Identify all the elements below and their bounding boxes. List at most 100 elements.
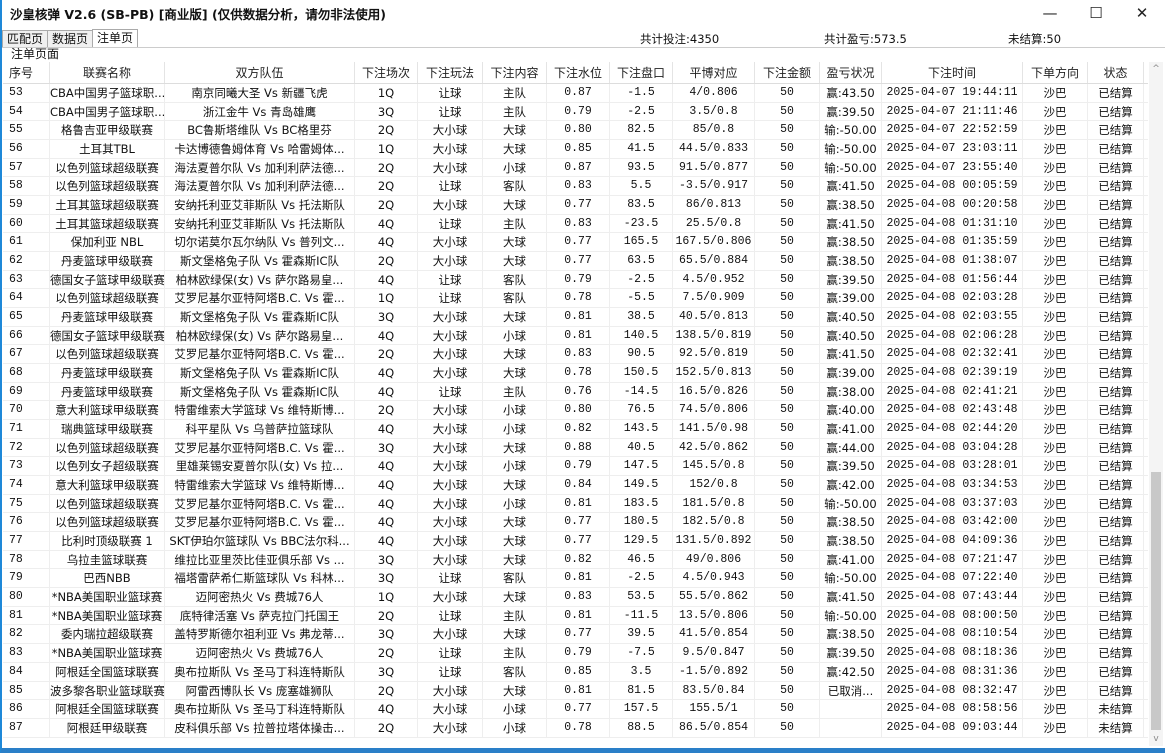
table-row[interactable]: 73 以色列女子超级联赛 里雄莱锡安夏普尔队(女) Vs 拉... 4Q 大小球 小球 0.… [3,457,1148,477]
table-row[interactable]: 57 以色列篮球超级联赛 海法夏普尔队 Vs 加利利萨法德... 2Q 大小球 小球 0.8… [3,158,1148,178]
table-row[interactable]: 80 *NBA美国职业篮球赛 迈阿密热火 Vs 费城76人 1Q 大小球 大球 0.83 53… [3,588,1148,607]
cell-odds: 0.80 [547,401,610,420]
cell-teams: 安纳托利亚艾菲斯队 Vs 托法斯队 [165,196,355,214]
table-row[interactable]: 56 土耳其TBL 卡达博德鲁姆体育 Vs 哈雷姆体... 1Q 大小球 大球 0.85 41… [3,140,1148,159]
cell-period: 1Q [355,289,418,308]
table-row[interactable]: 79 巴西NBB 福塔雷萨希仁斯篮球队 Vs 科林... 3Q 让球 客队 0.81 -2.5… [3,569,1148,589]
scroll-thumb[interactable] [1151,472,1161,730]
table-row[interactable]: 54 CBA中国男子篮球职... 浙江金牛 Vs 青岛雄鹰 3Q 让球 主队 0.79 -2.… [3,102,1148,122]
table-row[interactable]: 86 阿根廷全国篮球联赛 奥布拉斯队 Vs 圣马丁科连特斯队 4Q 大小球 小球 0.77 1… [3,700,1148,719]
table-row[interactable]: 74 意大利篮球甲级联赛 特雷维索大学篮球 Vs 维特斯博... 4Q 大小球 大球 0.8… [3,476,1148,495]
table-row[interactable]: 60 土耳其篮球超级联赛 安纳托利亚艾菲斯队 Vs 托法斯队 4Q 让球 主队 0.83 -2… [3,214,1148,234]
table-row[interactable]: 63 德国女子篮球甲级联赛 柏林欧绿保(女) Vs 萨尔路易皇... 4Q 让球 客队 0.… [3,270,1148,290]
cell-line: 76.5 [610,401,673,420]
scroll-down-icon[interactable]: v [1153,734,1159,744]
cell-pinnacle: 86.5/0.854 [673,718,755,737]
table-row[interactable]: 72 以色列篮球超级联赛 艾罗尼基尔亚特阿塔B.C. Vs 霍... 3Q 大小球 大球 0… [3,438,1148,458]
table-row[interactable]: 64 以色列篮球超级联赛 艾罗尼基尔亚特阿塔B.C. Vs 霍... 1Q 让球 客队 0.… [3,289,1148,309]
cell-direction: 沙巴 [1023,606,1088,625]
cell-odds: 0.82 [547,550,610,569]
cell-league: 意大利篮球甲级联赛 [50,476,165,494]
cell-teams: 特雷维索大学篮球 Vs 维特斯博... [165,401,355,420]
cell-status: 已结算 [1088,644,1144,662]
cell-odds: 0.78 [547,364,610,382]
cell-line: 93.5 [610,158,673,177]
column-header-direction[interactable]: 下单方向 [1023,62,1088,83]
tab-data[interactable]: 数据页 [47,30,94,48]
column-header-pick[interactable]: 下注内容 [483,62,547,83]
cell-pinnacle: 83.5/0.84 [673,681,755,700]
maximize-button[interactable]: ☐ [1089,4,1103,22]
cell-amount: 50 [755,308,820,326]
tab-bets[interactable]: 注单页 [92,29,139,48]
table-row[interactable]: 62 丹麦篮球甲级联赛 斯文堡格兔子队 Vs 霍森斯IC队 2Q 大小球 大球 0.77 63… [3,252,1148,271]
cell-amount: 50 [755,513,820,532]
table-row[interactable]: 70 意大利篮球甲级联赛 特雷维索大学篮球 Vs 维特斯博... 2Q 大小球 小球 0.8… [3,401,1148,421]
table-row[interactable]: 76 以色列篮球超级联赛 艾罗尼基尔亚特阿塔B.C. Vs 霍... 4Q 大小球 大球 0… [3,513,1148,533]
column-header-period[interactable]: 下注场次 [355,62,418,83]
cell-pnl: 赢:39.50 [820,457,882,476]
column-header-bet-type[interactable]: 下注玩法 [418,62,483,83]
column-header-status[interactable]: 状态 [1088,62,1144,83]
table-row[interactable]: 66 德国女子篮球甲级联赛 柏林欧绿保(女) Vs 萨尔路易皇... 4Q 大小球 小球 0… [3,326,1148,346]
cell-pick: 大球 [483,140,547,158]
column-header-time[interactable]: 下注时间 [882,62,1023,83]
column-header-league[interactable]: 联赛名称 [50,62,165,83]
cell-time: 2025-04-08 09:03:44 [882,718,1023,737]
window-title: 沙皇核弹 V2.6 (SB-PB) [商业版] (仅供数据分析，请勿非法使用) [10,7,386,22]
table-row[interactable]: 71 瑞典篮球甲级联赛 科平星队 Vs 乌普萨拉篮球队 4Q 大小球 小球 0.82 143.… [3,420,1148,439]
cell-league: 以色列篮球超级联赛 [50,289,165,308]
table-row[interactable]: 65 丹麦篮球甲级联赛 斯文堡格兔子队 Vs 霍森斯IC队 3Q 大小球 大球 0.81 38… [3,308,1148,327]
table-row[interactable]: 87 阿根廷甲级联赛 皮科俱乐部 Vs 拉普拉塔体操击... 2Q 大小球 小球 0.78 8… [3,718,1148,738]
cell-bet-type: 让球 [418,214,483,233]
cell-league: 格鲁吉亚甲级联赛 [50,121,165,140]
cell-line: 183.5 [610,494,673,513]
table-row[interactable]: 67 以色列篮球超级联赛 艾罗尼基尔亚特阿塔B.C. Vs 霍... 2Q 大小球 大球 0… [3,345,1148,365]
column-header-teams[interactable]: 双方队伍 [165,62,355,83]
cell-league: 土耳其篮球超级联赛 [50,214,165,233]
column-header-line[interactable]: 下注盘口 [610,62,673,83]
cell-amount: 50 [755,214,820,233]
cell-time: 2025-04-08 03:34:53 [882,476,1023,494]
column-header-pinnacle[interactable]: 平博对应 [673,62,755,83]
table-row[interactable]: 68 丹麦篮球甲级联赛 斯文堡格兔子队 Vs 霍森斯IC队 4Q 大小球 大球 0.78 15… [3,364,1148,383]
table-row[interactable]: 55 格鲁吉亚甲级联赛 BC鲁斯塔维队 Vs BC格里芬 2Q 大小球 大球 0.80 82.… [3,121,1148,141]
cell-bet-type: 大小球 [418,401,483,420]
table-row[interactable]: 61 保加利亚 NBL 切尔诺莫尔瓦尔纳队 Vs 普列文... 4Q 大小球 大球 0.77… [3,233,1148,253]
table-row[interactable]: 84 阿根廷全国篮球联赛 奥布拉斯队 Vs 圣马丁科连特斯队 3Q 让球 客队 0.85 3.… [3,662,1148,682]
cell-pick: 客队 [483,289,547,308]
vertical-scrollbar[interactable]: ^ v [1149,62,1163,746]
column-header-index[interactable]: 序号 [3,62,50,83]
table-row[interactable]: 85 波多黎各职业篮球联赛 阿雷西博队长 Vs 庞塞雄狮队 2Q 大小球 大球 0.81 81… [3,681,1148,701]
scroll-up-icon[interactable]: ^ [1152,64,1160,74]
cell-index: 65 [3,308,50,326]
table-row[interactable]: 58 以色列篮球超级联赛 海法夏普尔队 Vs 加利利萨法德... 2Q 让球 客队 0.83… [3,177,1148,197]
cell-odds: 0.82 [547,420,610,438]
table-row[interactable]: 77 比利时顶级联赛 1 SKT伊珀尔篮球队 Vs BBC法尔科... 4Q 大小球 大球… [3,532,1148,551]
table-row[interactable]: 75 以色列篮球超级联赛 艾罗尼基尔亚特阿塔B.C. Vs 霍... 4Q 大小球 小球 0… [3,494,1148,514]
cell-time: 2025-04-08 08:31:36 [882,662,1023,681]
cell-status: 已结算 [1088,420,1144,438]
cell-index: 70 [3,401,50,420]
column-header-pnl[interactable]: 盈亏状况 [820,62,882,83]
cell-status: 已结算 [1088,289,1144,308]
table-row[interactable]: 81 *NBA美国职业篮球赛 底特律活塞 Vs 萨克拉门托国王 2Q 让球 主队 0.81-… [3,606,1148,626]
cell-teams: 阿雷西博队长 Vs 庞塞雄狮队 [165,681,355,700]
cell-line: 180.5 [610,513,673,532]
tab-match[interactable]: 匹配页 [2,30,49,48]
table-row[interactable]: 82 委内瑞拉超级联赛 盖特罗斯德尔祖利亚 Vs 弗龙蒂... 3Q 大小球 大球 0.77… [3,625,1148,645]
table-row[interactable]: 59 土耳其篮球超级联赛 安纳托利亚艾菲斯队 Vs 托法斯队 2Q 大小球 大球 0.77 8… [3,196,1148,215]
table-row[interactable]: 53 CBA中国男子篮球职... 南京同曦大圣 Vs 新疆飞虎 1Q 让球 主队 0.87-… [3,84,1148,103]
cell-pnl: 输:-50.00 [820,494,882,513]
table-row[interactable]: 69 丹麦篮球甲级联赛 斯文堡格兔子队 Vs 霍森斯IC队 4Q 让球 主队 0.76 -14… [3,382,1148,402]
table-row[interactable]: 83 *NBA美国职业篮球赛 迈阿密热火 Vs 费城76人 2Q 让球 主队 0.79 -7.… [3,644,1148,663]
cell-pick: 客队 [483,177,547,196]
table-row[interactable]: 78 乌拉圭篮球联赛 维拉比亚里茨比佳亚俱乐部 Vs ... 3Q 大小球 大球 0.82 4… [3,550,1148,570]
column-header-amount[interactable]: 下注金额 [755,62,820,83]
column-header-odds[interactable]: 下注水位 [547,62,610,83]
cell-pnl: 赢:39.00 [820,364,882,382]
close-button[interactable]: ✕ [1135,4,1149,22]
cell-odds: 0.79 [547,102,610,121]
cell-status: 已结算 [1088,588,1144,606]
minimize-button[interactable]: — [1042,4,1058,22]
